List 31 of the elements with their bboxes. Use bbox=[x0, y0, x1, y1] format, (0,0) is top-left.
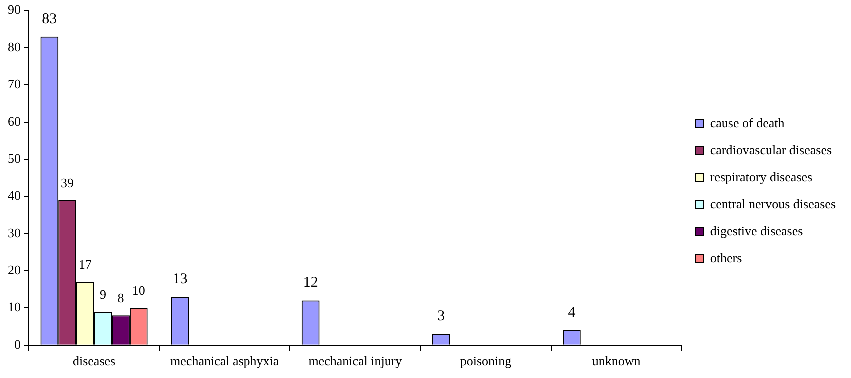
data-label: 4 bbox=[568, 304, 576, 321]
y-tick-label: 50 bbox=[8, 150, 21, 166]
y-tick-label: 10 bbox=[8, 300, 21, 315]
x-tick-label: mechanical asphyxia bbox=[170, 354, 280, 369]
y-tick-label: 0 bbox=[14, 336, 21, 352]
x-tick-label: unknown bbox=[592, 354, 642, 369]
x-tick-label: diseases bbox=[72, 354, 116, 369]
legend-label: respiratory diseases bbox=[710, 169, 813, 184]
data-label: 83 bbox=[42, 11, 58, 28]
y-tick-label: 90 bbox=[8, 2, 21, 18]
y-tick-label: 80 bbox=[8, 39, 21, 54]
y-tick-label: 70 bbox=[8, 76, 21, 92]
data-label: 10 bbox=[132, 283, 146, 298]
legend-label: cause of death bbox=[710, 115, 786, 130]
x-tick-label: mechanical injury bbox=[308, 354, 403, 369]
legend-label: central nervous diseases bbox=[710, 196, 836, 212]
data-label: 39 bbox=[61, 175, 74, 190]
y-tick-label: 20 bbox=[8, 262, 21, 278]
legend-label: cardiovascular diseases bbox=[710, 142, 832, 158]
legend-label: digestive diseases bbox=[710, 223, 804, 238]
data-label: 3 bbox=[438, 308, 446, 325]
y-tick-label: 60 bbox=[8, 114, 21, 129]
data-label: 8 bbox=[118, 290, 124, 306]
data-label: 13 bbox=[172, 272, 188, 288]
x-tick-label: poisoning bbox=[460, 354, 512, 369]
legend-label: others bbox=[710, 250, 742, 266]
data-label: 12 bbox=[303, 275, 318, 292]
y-tick-label: 30 bbox=[8, 225, 21, 240]
data-label: 17 bbox=[78, 257, 92, 272]
data-label: 9 bbox=[100, 286, 106, 302]
y-tick-label: 40 bbox=[8, 188, 21, 204]
